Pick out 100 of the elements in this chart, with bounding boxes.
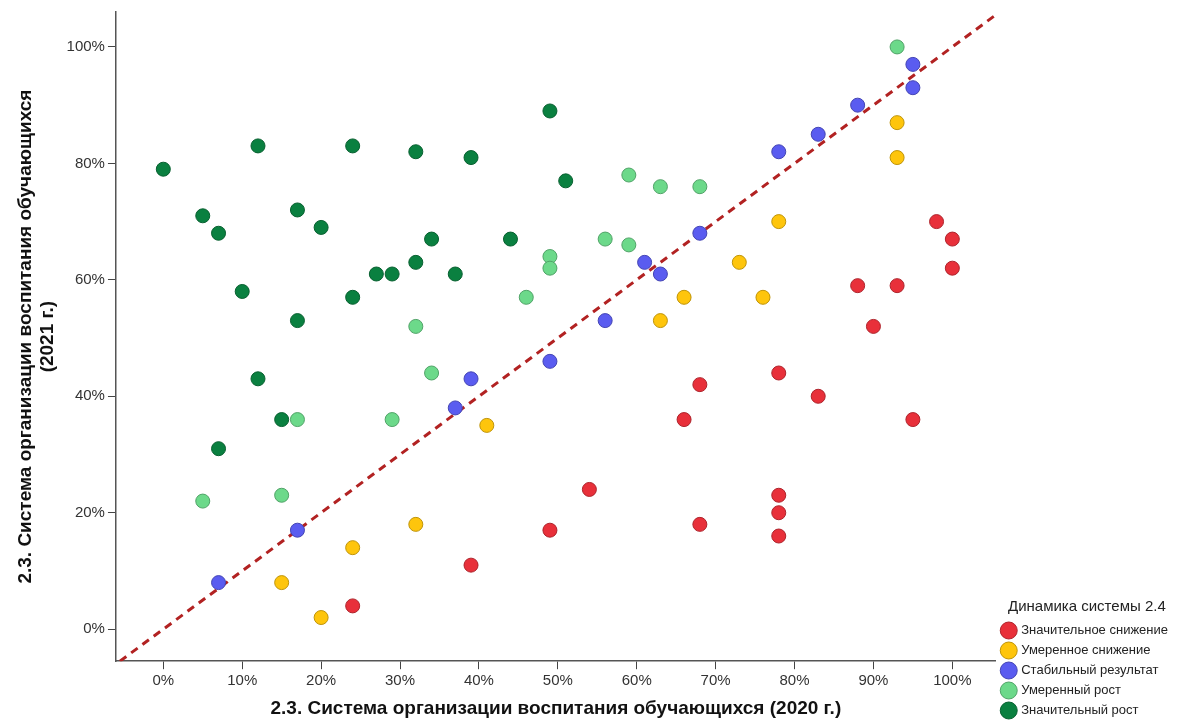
legend-label: Значительный рост (1021, 702, 1139, 718)
y-tick-label: 20% (74, 502, 105, 520)
y-tick-label: 100% (66, 37, 105, 55)
point (944, 231, 960, 247)
x-tick-label: 80% (779, 671, 810, 689)
point (463, 150, 479, 166)
point (424, 365, 440, 381)
point (542, 260, 558, 276)
point (542, 103, 558, 119)
point (621, 167, 637, 183)
point (597, 231, 613, 247)
point (234, 283, 250, 299)
point (652, 313, 668, 329)
y-tick-label: 0% (83, 619, 105, 637)
point (692, 516, 708, 532)
point (692, 225, 708, 241)
point (274, 412, 290, 428)
point (558, 173, 574, 189)
point (676, 289, 692, 305)
point (905, 56, 921, 72)
point (345, 289, 361, 305)
point (771, 487, 787, 503)
legend-title: Динамика системы 2.4 (1007, 596, 1166, 614)
point (581, 481, 597, 497)
point (447, 266, 463, 282)
point (771, 505, 787, 521)
point (944, 260, 960, 276)
point (850, 97, 866, 113)
point (621, 237, 637, 253)
point (771, 365, 787, 381)
point (313, 610, 329, 626)
point (384, 412, 400, 428)
point (408, 516, 424, 532)
point (155, 161, 171, 177)
point (731, 254, 747, 270)
point (905, 80, 921, 96)
point (810, 126, 826, 142)
point (542, 522, 558, 538)
point (289, 202, 305, 218)
point (250, 371, 266, 387)
x-tick-label: 70% (700, 671, 731, 689)
y-tick-label: 60% (74, 269, 105, 287)
y-axis-title: 2.3. Система организации воспитания обучающихся (2021 г.) (13, 89, 58, 584)
point (408, 254, 424, 270)
point (463, 557, 479, 573)
point (274, 487, 290, 503)
point (810, 388, 826, 404)
point (345, 598, 361, 614)
point (289, 412, 305, 428)
point (211, 225, 227, 241)
point (637, 254, 653, 270)
x-tick-label: 40% (463, 671, 494, 689)
point (905, 412, 921, 428)
point (479, 417, 495, 433)
point (368, 266, 384, 282)
point (771, 144, 787, 160)
point (929, 214, 945, 230)
legend-label: Умеренный рост (1021, 682, 1122, 698)
x-tick-label: 90% (858, 671, 889, 689)
point (313, 219, 329, 235)
point (447, 400, 463, 416)
point (865, 318, 881, 334)
point (889, 39, 905, 55)
point (542, 353, 558, 369)
point (771, 214, 787, 230)
point (211, 441, 227, 457)
legend-label: Умеренное снижение (1021, 642, 1151, 658)
point (597, 313, 613, 329)
point (889, 150, 905, 166)
point (502, 231, 518, 247)
point (676, 412, 692, 428)
x-tick-label: 60% (621, 671, 652, 689)
point (289, 313, 305, 329)
point (384, 266, 400, 282)
point (463, 371, 479, 387)
point (850, 278, 866, 294)
point (889, 278, 905, 294)
point (755, 289, 771, 305)
x-tick-label: 30% (385, 671, 416, 689)
x-tick-label: 10% (227, 671, 258, 689)
point (345, 540, 361, 556)
point (518, 289, 534, 305)
x-axis-title: 2.3. Система организации воспитания обучающихся (2020 г.) (270, 696, 842, 718)
legend-label: Стабильный результат (1021, 662, 1159, 678)
point (211, 575, 227, 591)
x-tick-label: 20% (306, 671, 337, 689)
point (692, 179, 708, 195)
point (195, 493, 211, 509)
y-tick-label: 80% (74, 153, 105, 171)
point (195, 208, 211, 224)
point (424, 231, 440, 247)
legend-label: Значительное снижение (1021, 622, 1168, 638)
point (250, 138, 266, 154)
x-tick-label: 0% (152, 671, 175, 689)
y-tick-label: 40% (74, 386, 105, 404)
x-tick-label: 50% (542, 671, 573, 689)
point (408, 318, 424, 334)
point (274, 575, 290, 591)
point (692, 377, 708, 393)
point (345, 138, 361, 154)
